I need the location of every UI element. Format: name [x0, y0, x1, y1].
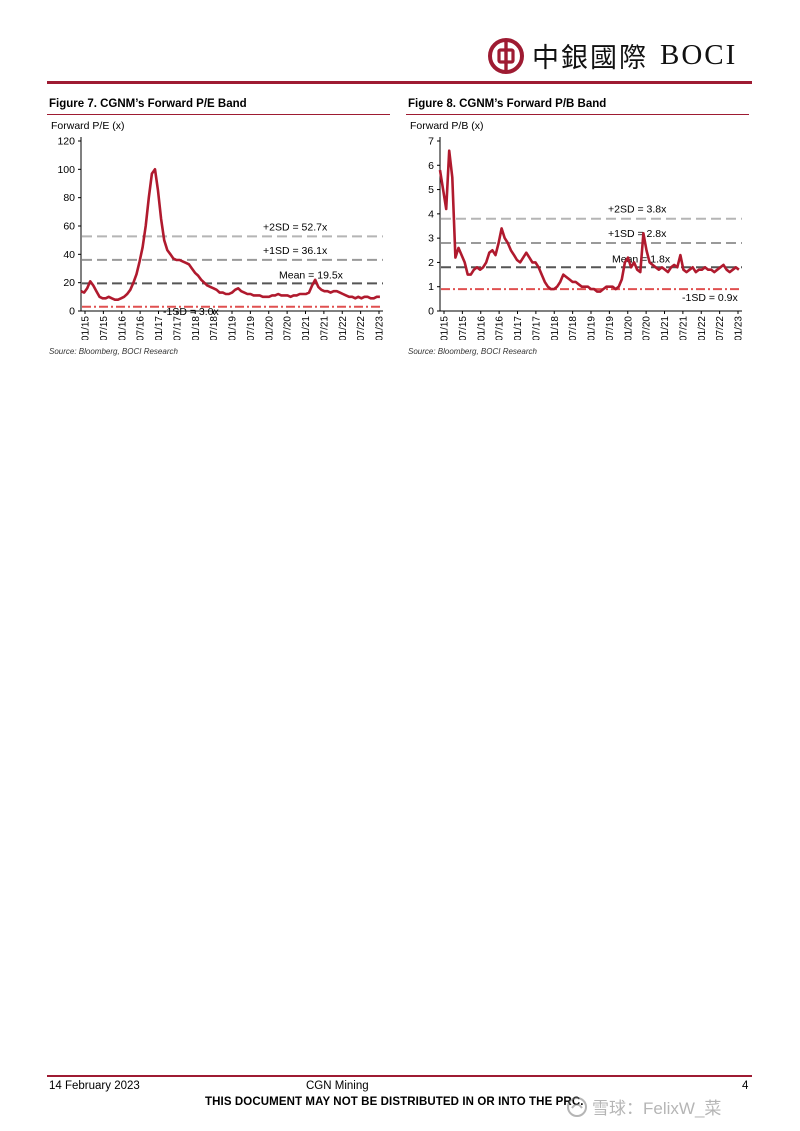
header-divider — [47, 81, 752, 84]
pb-x-tick-label: 01/20 — [623, 316, 634, 340]
pb-band-label: -1SD = 0.9x — [682, 292, 738, 304]
pb-x-tick-label: 01/17 — [513, 316, 524, 340]
pb-y-tick-label: 1 — [428, 281, 434, 293]
pb-y-tick-label: 4 — [428, 208, 434, 220]
pe-x-tick-label: 01/17 — [154, 316, 165, 340]
pe-x-tick-label: 01/16 — [117, 316, 128, 340]
pb-x-tick-label: 01/22 — [697, 316, 708, 340]
pb-x-tick-label: 07/22 — [715, 316, 726, 340]
pb-x-tick-label: 07/18 — [568, 316, 579, 340]
logo-chinese-text: 中銀國際 — [532, 43, 648, 74]
pe-y-tick-label: 0 — [69, 306, 75, 318]
pe-x-tick-label: 07/22 — [356, 316, 367, 340]
page-number: 4 — [742, 1080, 749, 1092]
pb-x-tick-label: 01/16 — [476, 316, 487, 340]
pe-band-label: Mean = 19.5x — [279, 269, 344, 281]
footer-divider — [47, 1075, 752, 1077]
pb-y-tick-label: 2 — [428, 257, 434, 269]
pe-x-tick-label: 07/16 — [136, 316, 147, 340]
boci-logo: 中銀國際 BOCI — [488, 36, 737, 75]
boc-emblem-icon — [488, 37, 524, 74]
pb-x-tick-label: 07/15 — [458, 316, 469, 340]
figure-8-source: Source: Bloomberg, BOCI Research — [408, 347, 537, 356]
pb-y-tick-label: 3 — [428, 233, 434, 245]
pe-band-label: +2SD = 52.7x — [263, 221, 328, 233]
report-date: 14 February 2023 — [49, 1080, 140, 1092]
figure-7-title: Figure 7. CGNM’s Forward P/E Band — [49, 98, 247, 110]
figure-7-source: Source: Bloomberg, BOCI Research — [49, 347, 178, 356]
pb-y-axis-label: Forward P/B (x) — [410, 120, 484, 132]
pe-y-tick-label: 20 — [63, 277, 75, 289]
pb-x-tick-label: 07/16 — [495, 316, 506, 340]
pe-x-tick-label: 07/18 — [209, 316, 220, 340]
figure-8-title: Figure 8. CGNM’s Forward P/B Band — [408, 98, 607, 110]
pe-y-tick-label: 100 — [57, 164, 75, 176]
pb-band-label: +2SD = 3.8x — [608, 204, 667, 216]
pb-y-tick-label: 0 — [428, 306, 434, 318]
pb-x-tick-label: 07/17 — [531, 316, 542, 340]
pe-x-tick-label: 07/20 — [283, 316, 294, 340]
pe-y-tick-label: 40 — [63, 249, 75, 261]
pb-x-tick-label: 01/18 — [550, 316, 561, 340]
pb-y-tick-label: 6 — [428, 160, 434, 172]
pe-x-tick-label: 07/21 — [319, 316, 330, 340]
pe-y-tick-label: 120 — [57, 136, 75, 148]
figure-7-title-rule — [47, 114, 390, 115]
pe-x-tick-label: 01/20 — [264, 316, 275, 340]
snowball-icon — [567, 1096, 587, 1117]
pe-x-tick-label: 07/15 — [99, 316, 110, 340]
pb-x-tick-label: 07/19 — [605, 316, 616, 340]
watermark-text: 雪球：FelixW_菜 — [592, 1099, 722, 1118]
pe-band-label: -1SD = 3.0x — [163, 306, 219, 318]
pb-x-tick-label: 01/23 — [734, 316, 745, 340]
pe-band-label: +1SD = 36.1x — [263, 245, 328, 257]
pe-x-tick-label: 01/22 — [338, 316, 349, 340]
pe-x-tick-label: 01/21 — [301, 316, 312, 340]
pe-x-tick-label: 01/18 — [191, 316, 202, 340]
pe-band-chart: Forward P/E (x) 0 20 40 60 80 100 120 01/15 07/15… — [47, 115, 390, 340]
pe-x-tick-label: 01/23 — [375, 316, 386, 340]
company-name: CGN Mining — [306, 1080, 369, 1092]
pe-y-tick-label: 80 — [63, 192, 75, 204]
pb-x-tick-label: 01/19 — [587, 316, 598, 340]
distribution-disclaimer: THIS DOCUMENT MAY NOT BE DISTRIBUTED IN … — [205, 1096, 584, 1108]
pe-series-line — [80, 167, 380, 301]
pe-x-tick-label: 07/19 — [246, 316, 257, 340]
pb-x-tick-label: 01/21 — [660, 316, 671, 340]
watermark: 雪球：FelixW_菜 — [566, 1094, 721, 1119]
pb-x-tick-label: 07/20 — [642, 316, 653, 340]
pb-band-chart: Forward P/B (x) 0 1 2 3 4 5 6 7 01/15 07/15 01/16 07… — [406, 115, 749, 340]
pb-y-tick-label: 5 — [428, 184, 434, 196]
pb-band-label: +1SD = 2.8x — [608, 228, 667, 240]
pb-x-tick-label: 01/15 — [440, 316, 451, 340]
pe-x-tick-label: 01/19 — [228, 316, 239, 340]
pb-y-tick-label: 7 — [428, 136, 434, 148]
pe-x-tick-label: 07/17 — [172, 316, 183, 340]
pe-y-axis-label: Forward P/E (x) — [51, 120, 125, 132]
pe-y-tick-label: 60 — [63, 221, 75, 233]
pb-x-tick-label: 07/21 — [678, 316, 689, 340]
logo-english-text: BOCI — [660, 39, 738, 71]
pb-series-line — [438, 149, 740, 293]
pe-x-tick-label: 01/15 — [81, 316, 92, 340]
figure-8-title-rule — [406, 114, 749, 115]
pe-band-chart-svg: Forward P/E (x) 0 20 40 60 80 100 120 01/15 07/15… — [51, 120, 386, 340]
pb-band-chart-svg: Forward P/B (x) 0 1 2 3 4 5 6 7 01/15 07/15 01/16 07… — [410, 120, 745, 340]
